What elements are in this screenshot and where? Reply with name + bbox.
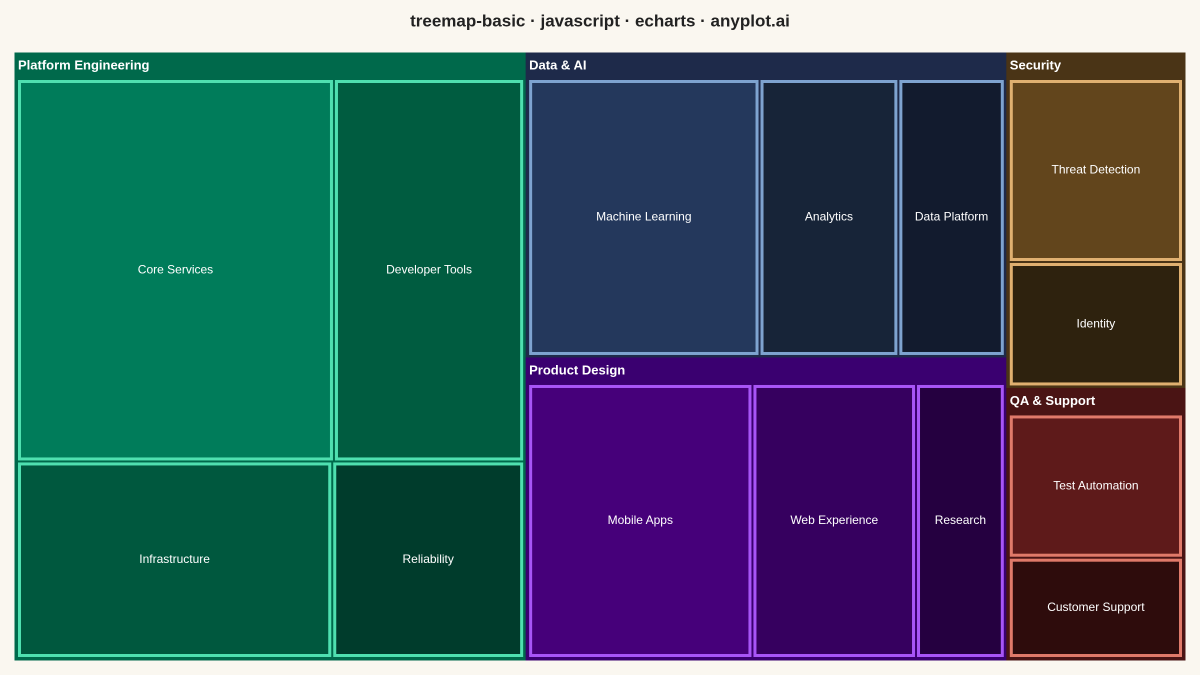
leaf-tile[interactable] [1009, 263, 1182, 386]
leaf-tile[interactable] [333, 462, 524, 657]
leaf-tile[interactable] [529, 80, 759, 355]
leaf-tile[interactable] [1009, 80, 1182, 262]
leaf-label: Research [935, 513, 986, 527]
leaf-tile[interactable] [917, 384, 1004, 657]
leaf-tile[interactable] [529, 384, 752, 657]
leaf-tile[interactable] [753, 384, 916, 657]
leaf-label: Customer Support [1047, 600, 1145, 614]
leaf-tile[interactable] [899, 80, 1004, 355]
leaf-label: Infrastructure [139, 552, 210, 566]
group-label: Product Design [529, 362, 625, 377]
group-label: Security [1010, 57, 1062, 72]
leaf-label: Developer Tools [386, 262, 472, 276]
group-label: Data & AI [529, 57, 586, 72]
leaf-tile[interactable] [1009, 415, 1182, 557]
leaf-label: Test Automation [1053, 478, 1138, 492]
leaf-label: Threat Detection [1052, 163, 1141, 177]
leaf-label: Mobile Apps [608, 513, 673, 527]
leaf-label: Reliability [403, 552, 454, 566]
leaf-tile[interactable] [18, 80, 333, 461]
leaf-label: Identity [1077, 316, 1116, 330]
leaf-label: Core Services [138, 262, 213, 276]
leaf-label: Machine Learning [596, 210, 691, 224]
leaf-tile[interactable] [18, 462, 332, 657]
chart-title: treemap-basic · javascript · echarts · a… [410, 11, 790, 30]
group-label: QA & Support [1010, 393, 1096, 408]
leaf-label: Web Experience [790, 513, 878, 527]
group-label: Platform Engineering [18, 57, 150, 72]
leaf-label: Data Platform [915, 210, 988, 224]
leaf-label: Analytics [805, 210, 853, 224]
leaf-tile[interactable] [1009, 558, 1182, 657]
leaf-tile[interactable] [334, 80, 524, 461]
leaf-tile[interactable] [760, 80, 898, 355]
